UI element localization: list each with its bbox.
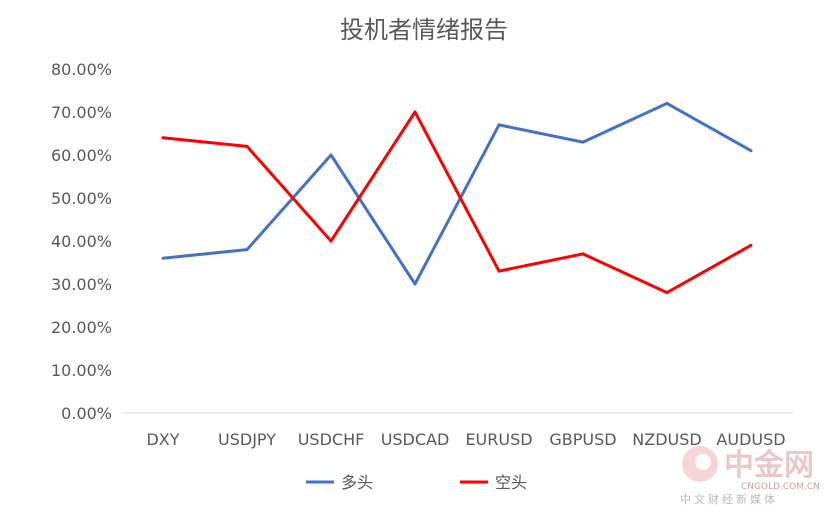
y-tick-label: 30.00% (51, 275, 112, 294)
data-point (161, 256, 165, 260)
data-point (245, 144, 249, 148)
series-line-short (162, 110, 752, 295)
watermark: 中金网 CNGOLD.COM.CN 中文财经新媒体 (680, 446, 820, 506)
watermark-brand: 中金网 (724, 448, 814, 483)
y-tick-label: 60.00% (51, 146, 112, 165)
y-tick-label: 10.00% (51, 361, 112, 380)
x-tick-label: USDCAD (381, 430, 450, 449)
data-point (581, 252, 585, 256)
y-axis-ticks: 0.00% 10.00% 20.00% 30.00% 40.00% 50.00% 60.00… (51, 60, 112, 423)
legend: 多头 空头 (306, 473, 527, 492)
data-point (749, 243, 753, 247)
y-tick-label: 20.00% (51, 318, 112, 337)
data-point (161, 136, 165, 140)
x-tick-label: AUDUSD (716, 430, 785, 449)
chart-title: 投机者情绪报告 (340, 16, 508, 44)
y-tick-label: 0.00% (61, 404, 112, 423)
x-tick-label: EURUSD (465, 430, 532, 449)
y-tick-label: 70.00% (51, 103, 112, 122)
data-point (749, 149, 753, 153)
data-point (413, 110, 417, 114)
data-point (329, 153, 333, 157)
x-tick-label: USDJPY (218, 430, 276, 449)
data-point (329, 239, 333, 243)
series-lines (161, 101, 753, 295)
x-tick-label: DXY (146, 430, 179, 449)
x-axis-ticks: DXY USDJPY USDCHF USDCAD EURUSD GBPUSD NZDUSD A… (146, 430, 785, 449)
series-line-long (162, 101, 752, 286)
data-point (665, 291, 669, 295)
data-point (581, 140, 585, 144)
x-tick-label: GBPUSD (549, 430, 616, 449)
data-point (413, 282, 417, 286)
x-tick-label: USDCHF (298, 430, 365, 449)
y-tick-label: 80.00% (51, 60, 112, 79)
data-point (497, 269, 501, 273)
legend-label-short: 空头 (495, 473, 527, 492)
data-point (665, 101, 669, 105)
data-point (497, 123, 501, 127)
watermark-tagline: 中文财经新媒体 (680, 492, 778, 506)
y-tick-label: 40.00% (51, 232, 112, 251)
watermark-domain: CNGOLD.COM.CN (741, 482, 820, 492)
data-point (245, 248, 249, 252)
legend-label-long: 多头 (341, 473, 373, 492)
watermark-logo-inner-icon (695, 454, 711, 470)
x-tick-label: NZDUSD (632, 430, 701, 449)
y-tick-label: 50.00% (51, 189, 112, 208)
